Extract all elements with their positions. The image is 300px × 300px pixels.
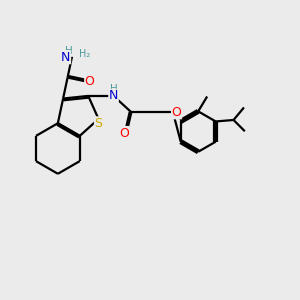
Text: O: O — [85, 75, 94, 88]
Text: H₂: H₂ — [80, 49, 91, 58]
Text: N: N — [61, 51, 70, 64]
Text: S: S — [94, 117, 103, 130]
Text: N: N — [109, 89, 118, 102]
Text: H: H — [110, 84, 117, 94]
Text: O: O — [172, 106, 182, 119]
Text: H: H — [64, 46, 72, 56]
Text: O: O — [119, 127, 129, 140]
